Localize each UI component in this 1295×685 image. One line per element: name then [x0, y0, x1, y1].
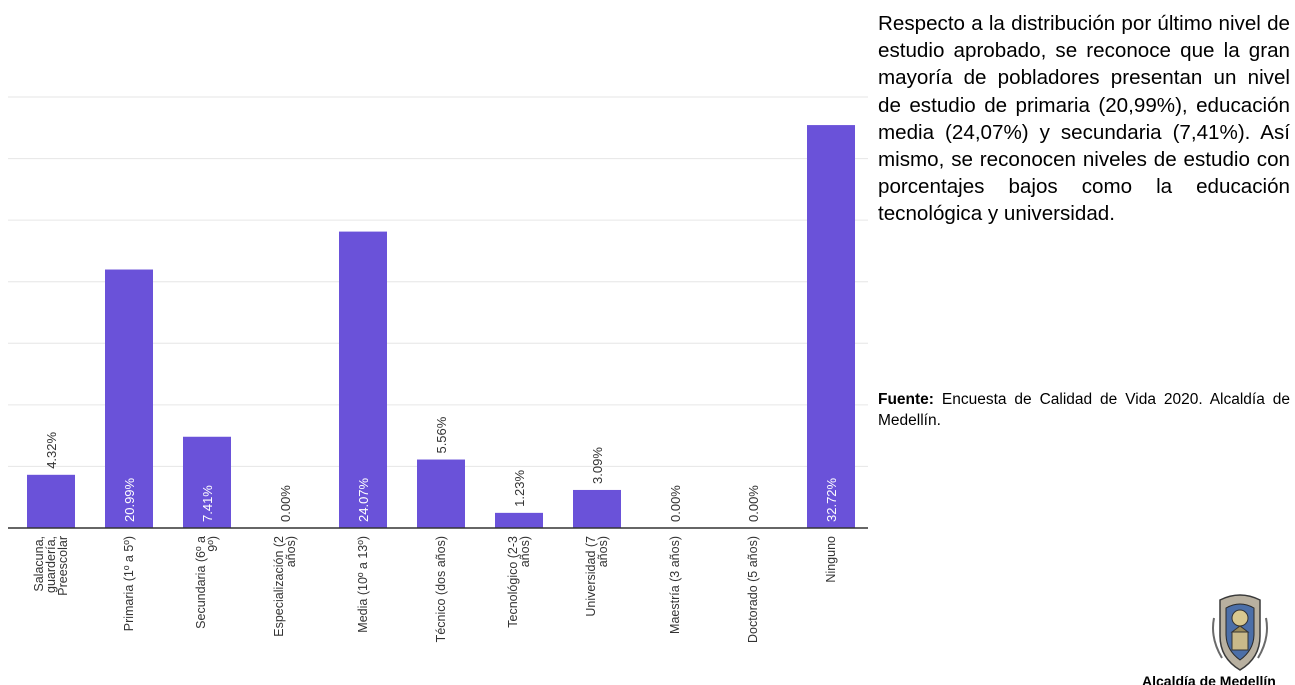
tick-label: Media (10º a 13º) — [356, 536, 370, 633]
tick-label: Doctorado (5 años) — [746, 536, 760, 643]
data-label: 20.99% — [122, 477, 137, 522]
tick-label-line: Salacuna, — [32, 536, 46, 592]
tick-label-line: años) — [596, 536, 610, 567]
description-paragraph: Respecto a la distribución por último ni… — [878, 12, 1290, 226]
data-label: 24.07% — [356, 477, 371, 522]
source-label: Fuente: — [878, 391, 934, 408]
bar — [105, 269, 153, 528]
tick-label: Secundaria (6º a9º) — [194, 536, 220, 629]
tick-label-line: años) — [518, 536, 532, 567]
source-note: Fuente: Encuesta de Calidad de Vida 2020… — [878, 390, 1290, 431]
bar — [495, 512, 543, 528]
source-text: Encuesta de Calidad de Vida 2020. Alcald… — [878, 391, 1290, 429]
data-label: 1.23% — [512, 470, 527, 507]
bar — [807, 125, 855, 528]
data-label: 4.32% — [44, 432, 59, 469]
tick-label: Universidad (7años) — [584, 536, 610, 617]
data-label: 3.09% — [590, 447, 605, 484]
data-label: 0.00% — [746, 485, 761, 522]
tick-label: Especialización (2años) — [272, 536, 298, 637]
tick-label-line: Universidad (7 — [584, 536, 598, 617]
data-label: 0.00% — [668, 485, 683, 522]
bar — [339, 231, 387, 528]
tick-label: Salacuna,guardería,Preescolar — [32, 536, 70, 596]
bar — [27, 474, 75, 528]
bar — [183, 436, 231, 528]
bar — [573, 489, 621, 528]
bar — [417, 459, 465, 528]
tick-label: Primaria (1º a 5º) — [122, 536, 136, 631]
coat-of-arms-icon — [1212, 594, 1268, 671]
tick-label-line: Preescolar — [56, 536, 70, 596]
tick-label: Tecnológico (2-3años) — [506, 536, 532, 628]
tick-label-line: Técnico (dos años) — [434, 536, 448, 642]
tick-label: Ninguno — [824, 536, 838, 583]
tick-label-line: guardería, — [44, 536, 58, 593]
tick-label-line: Tecnológico (2-3 — [506, 536, 520, 628]
alcaldia-logo: Alcaldía de Medellín — [1130, 588, 1295, 685]
logo-text: Alcaldía de Medellín — [1142, 673, 1276, 685]
data-label: 5.56% — [434, 416, 449, 453]
tick-label-line: Doctorado (5 años) — [746, 536, 760, 643]
tick-label-line: años) — [284, 536, 298, 567]
tick-label: Maestría (3 años) — [668, 536, 682, 634]
tick-label-line: Media (10º a 13º) — [356, 536, 370, 633]
tick-label-line: 9º) — [206, 536, 220, 552]
tick-label-line: Secundaria (6º a — [194, 536, 208, 629]
data-label: 7.41% — [200, 485, 215, 522]
tick-label: Técnico (dos años) — [434, 536, 448, 642]
tick-label-line: Primaria (1º a 5º) — [122, 536, 136, 631]
data-label: 32.72% — [824, 477, 839, 522]
tick-label-line: Maestría (3 años) — [668, 536, 682, 634]
tick-label-line: Especialización (2 — [272, 536, 286, 637]
bar-chart: 4.32% Salacuna,guardería,Preescolar 20.99%… — [8, 96, 868, 643]
tick-label-line: Ninguno — [824, 536, 838, 583]
data-label: 0.00% — [278, 485, 293, 522]
